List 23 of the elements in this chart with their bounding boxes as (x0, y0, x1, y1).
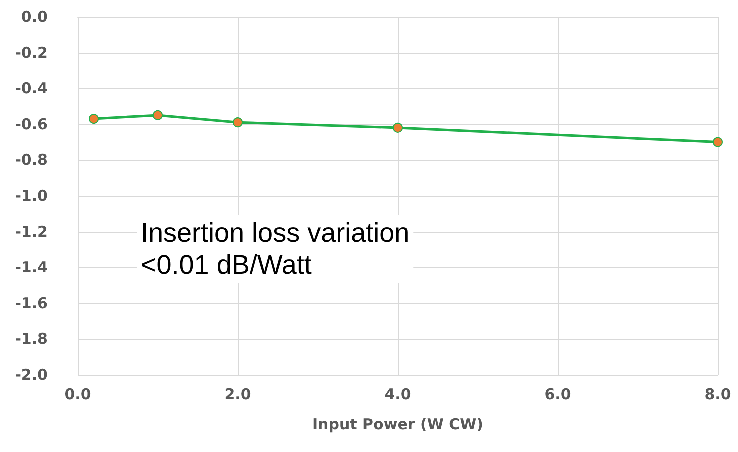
point (393, 122, 403, 133)
y-tick-label: -1.6 (15, 294, 48, 312)
point (713, 137, 723, 148)
point (233, 118, 243, 128)
point (89, 114, 99, 124)
x-tick-label: 4.0 (384, 386, 412, 404)
y-tick-label: -0.6 (15, 115, 48, 134)
y-tick-label: -2.0 (15, 366, 48, 384)
point (153, 110, 163, 120)
annotation: Insertion loss variation <0.01 dB/Watt (141, 218, 410, 280)
y-tick-label: -0.4 (15, 80, 48, 98)
x-tick-label: 6.0 (544, 386, 572, 404)
x-tick-label: 0.0 (64, 386, 92, 404)
y-tick-label: -0.2 (15, 44, 48, 62)
y-tick-label: -1.8 (15, 330, 48, 348)
y-tick-label: -0.8 (15, 151, 48, 170)
y-tick-label: -1.2 (15, 222, 48, 241)
y-tick-label: -1.4 (15, 258, 48, 277)
y-tick-label: -1.0 (15, 187, 48, 205)
y-tick-label: 0.0 (21, 8, 48, 26)
x-axis-title: Input Power (W CW) (312, 416, 484, 434)
x-tick-label: 2.0 (224, 386, 252, 404)
x-tick-label: 8.0 (704, 386, 732, 404)
